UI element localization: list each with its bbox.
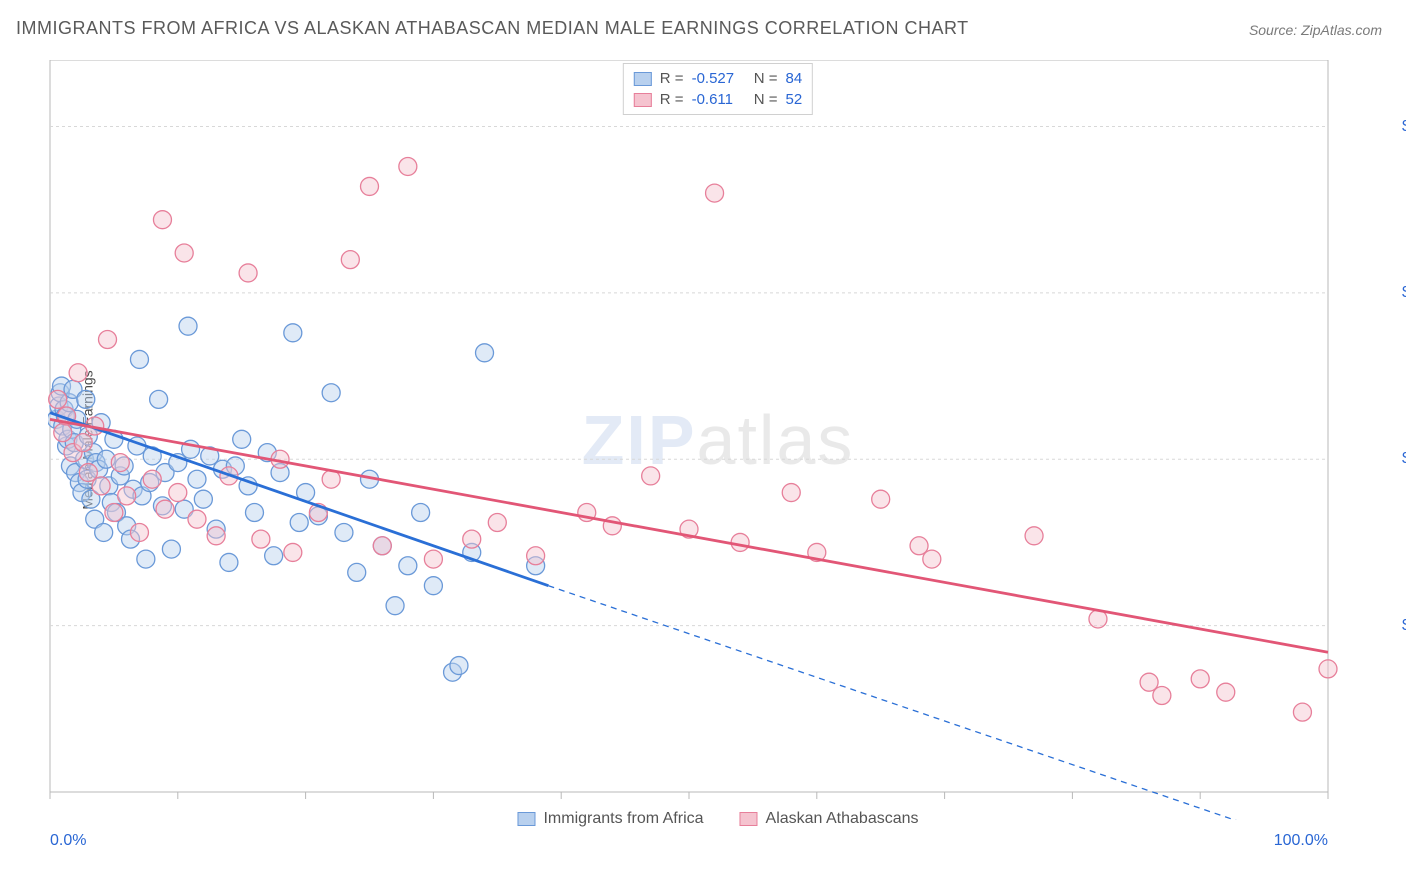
legend-label-athabascan: Alaskan Athabascans: [766, 810, 919, 828]
n-label: N =: [750, 70, 778, 87]
y-tick-label: $75,000: [1402, 284, 1406, 302]
legend-label-africa: Immigrants from Africa: [543, 810, 703, 828]
chart-area: Median Male Earnings ZIPatlas R = -0.527…: [48, 60, 1388, 820]
source-label: Source: ZipAtlas.com: [1249, 22, 1382, 38]
y-tick-label: $50,000: [1402, 450, 1406, 468]
correlation-legend: R = -0.527 N = 84 R = -0.611 N = 52: [623, 63, 813, 115]
n-value-athabascan: 52: [786, 91, 803, 108]
legend-item-athabascan: Alaskan Athabascans: [740, 810, 919, 828]
series-legend: Immigrants from Africa Alaskan Athabasca…: [517, 810, 918, 828]
legend-row-athabascan: R = -0.611 N = 52: [634, 89, 802, 110]
y-tick-label: $100,000: [1402, 118, 1406, 136]
r-label: R =: [660, 70, 684, 87]
swatch-africa: [634, 72, 652, 86]
x-tick-label: 100.0%: [1274, 832, 1328, 850]
swatch-athabascan-icon: [740, 812, 758, 826]
swatch-africa-icon: [517, 812, 535, 826]
legend-row-africa: R = -0.527 N = 84: [634, 68, 802, 89]
n-label: N =: [750, 91, 778, 108]
chart-container: IMMIGRANTS FROM AFRICA VS ALASKAN ATHABA…: [0, 0, 1406, 892]
chart-title: IMMIGRANTS FROM AFRICA VS ALASKAN ATHABA…: [16, 18, 969, 39]
scatter-plot: [48, 60, 1388, 820]
r-value-africa: -0.527: [692, 70, 742, 87]
legend-item-africa: Immigrants from Africa: [517, 810, 703, 828]
r-label: R =: [660, 91, 684, 108]
x-tick-label: 0.0%: [50, 832, 86, 850]
r-value-athabascan: -0.611: [692, 91, 742, 108]
y-tick-label: $25,000: [1402, 617, 1406, 635]
n-value-africa: 84: [786, 70, 803, 87]
swatch-athabascan: [634, 93, 652, 107]
